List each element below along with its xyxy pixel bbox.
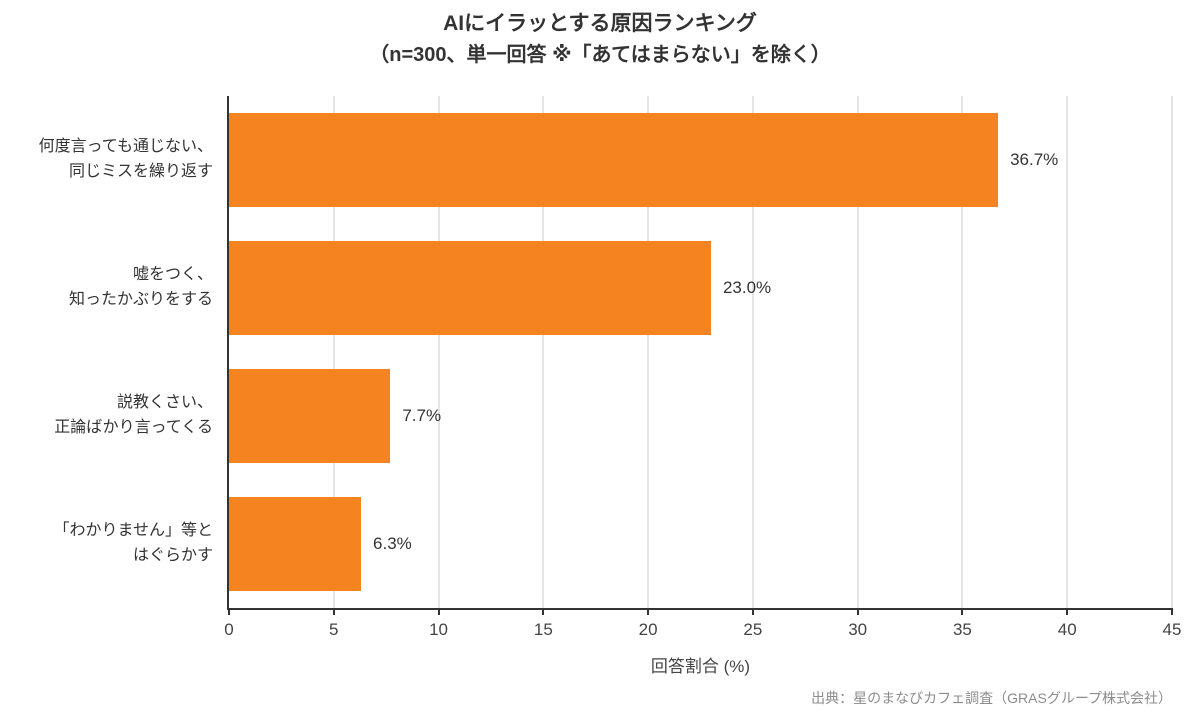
- x-tick-mark: [961, 608, 964, 615]
- value-label: 36.7%: [1010, 150, 1059, 169]
- source-note: 出典：星のまなびカフェ調査（GRASグループ株式会社）: [811, 690, 1172, 706]
- x-tick-mark: [751, 608, 754, 615]
- x-tick-mark: [856, 608, 859, 615]
- x-tick-label: 10: [429, 620, 449, 639]
- category-label: 説教くさい、 正論ばかり言ってくる: [54, 394, 213, 436]
- gridline: [542, 96, 545, 608]
- bar-row: 嘘をつく、 知ったかぶりをする 23.0%: [69, 224, 1172, 352]
- x-tick-label: 20: [638, 620, 658, 639]
- x-tick-label: 0: [224, 620, 234, 639]
- x-tick-mark: [437, 608, 440, 615]
- title-block: AIにイラッとする原因ランキング （n=300、単一回答 ※「あてはまらない」を…: [0, 10, 1200, 69]
- gridline: [961, 96, 964, 608]
- x-tick-mark: [542, 608, 545, 615]
- x-tick-label: 5: [329, 620, 339, 639]
- bar-row: 何度言っても通じない、 同じミスを繰り返す 36.7%: [39, 96, 1172, 224]
- gridline: [332, 96, 335, 608]
- gridline: [1066, 96, 1069, 608]
- x-tick-mark: [647, 608, 650, 615]
- x-tick-label: 35: [952, 620, 972, 639]
- x-axis-label: 回答割合 (%): [650, 657, 751, 676]
- x-tick-label: 15: [533, 620, 553, 639]
- x-tick-mark: [332, 608, 335, 615]
- gridline: [856, 96, 859, 608]
- category-label: 何度言っても通じない、 同じミスを繰り返す: [38, 138, 213, 180]
- plot-area: 何度言っても通じない、 同じミスを繰り返す 36.7% 嘘をつく、 知ったかぶりをす…: [39, 96, 1181, 676]
- x-tick-label: 30: [848, 620, 868, 639]
- gridline: [751, 96, 754, 608]
- bar: [229, 496, 362, 592]
- category-label: 「わかりません」等と はぐらかす: [53, 522, 213, 564]
- bar: [229, 112, 999, 208]
- value-label: 7.7%: [402, 406, 442, 425]
- chart-subtitle: （n=300、単一回答 ※「あてはまらない」を除く）: [369, 44, 831, 67]
- category-label: 嘘をつく、 知ったかぶりをする: [68, 266, 213, 308]
- x-tick-label: 40: [1057, 620, 1077, 639]
- x-tick-mark: [228, 608, 230, 615]
- chart-title: AIにイラッとする原因ランキング: [443, 12, 757, 35]
- bar-row: 説教くさい、 正論ばかり言ってくる 7.7%: [54, 352, 1172, 480]
- x-tick-mark: [1171, 608, 1173, 615]
- gridline: [1171, 96, 1173, 608]
- x-tick-mark: [1066, 608, 1069, 615]
- value-label: 6.3%: [373, 534, 412, 553]
- gridline: [437, 96, 440, 608]
- x-tick-label: 25: [743, 620, 763, 639]
- bar-row: 「わかりません」等と はぐらかす 6.3%: [53, 480, 1172, 608]
- x-tick-label: 45: [1162, 620, 1182, 639]
- bar: [229, 368, 391, 464]
- value-label: 23.0%: [722, 278, 772, 297]
- gridline: [647, 96, 650, 608]
- bar: [229, 240, 711, 336]
